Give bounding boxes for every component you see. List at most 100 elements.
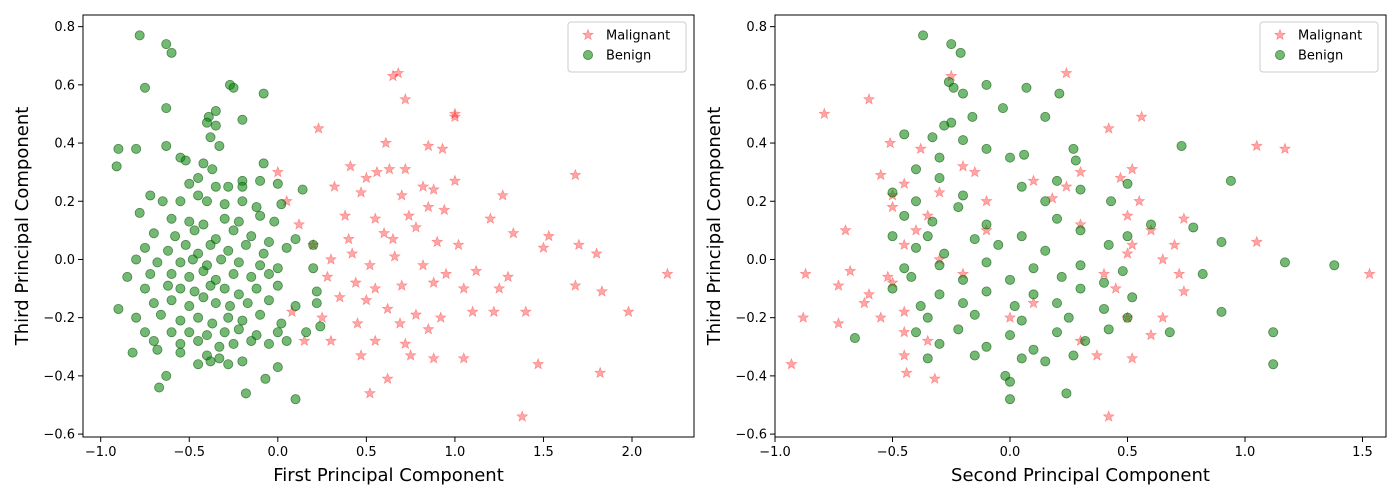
left-malignant-point — [312, 122, 325, 134]
right-y-tick-label: 0.4 — [746, 137, 767, 152]
left-benign-point — [223, 245, 234, 256]
left-malignant-point — [386, 69, 400, 82]
left-benign-point — [228, 82, 239, 93]
left-benign-point — [255, 309, 266, 320]
left-benign-point — [175, 338, 186, 349]
right-benign-point — [887, 231, 898, 242]
right-malignant-point — [1027, 174, 1040, 187]
left-x-axis-label: First Principal Component — [273, 465, 504, 486]
left-benign-point — [290, 394, 301, 405]
left-benign-point — [161, 103, 172, 114]
left-malignant-point — [422, 139, 435, 152]
left-benign-point — [157, 196, 168, 207]
right-benign-point — [1061, 388, 1072, 399]
right-y-tick-label: 0.6 — [746, 78, 767, 93]
right-benign-point — [1127, 292, 1138, 303]
right-benign-point — [1075, 283, 1086, 294]
left-malignant-point — [393, 317, 407, 329]
left-malignant-point — [431, 235, 444, 248]
left-malignant-point — [496, 188, 509, 201]
left-benign-point — [219, 199, 230, 210]
right-benign-point — [1122, 231, 1133, 242]
right-benign-point — [1122, 178, 1133, 189]
left-benign-point — [184, 178, 195, 189]
left-malignant-point — [298, 334, 311, 347]
left-benign-point — [255, 260, 266, 271]
left-benign-point — [255, 210, 266, 221]
left-malignant-point — [593, 366, 607, 379]
left-benign-point — [246, 231, 257, 242]
left-benign-point — [260, 373, 271, 384]
left-benign-point — [127, 347, 138, 358]
left-malignant-point — [516, 410, 529, 422]
left-benign-point — [175, 196, 186, 207]
left-y-tick-label: 0.8 — [54, 20, 75, 35]
left-malignant-point — [569, 168, 582, 181]
right-benign-point — [1268, 359, 1279, 370]
left-malignant-point — [448, 107, 462, 120]
right-benign-point — [927, 132, 938, 143]
left-benign-point — [272, 178, 283, 189]
right-malignant-point — [928, 372, 941, 385]
left-malignant-point — [399, 162, 412, 175]
left-benign-point — [201, 196, 212, 207]
right-malignant-point — [914, 142, 927, 155]
left-benign-point — [187, 254, 198, 265]
right-malignant-point — [832, 279, 845, 291]
right-benign-point — [934, 289, 945, 300]
right-malignant-point — [1097, 267, 1111, 280]
left-benign-point — [166, 47, 177, 58]
left-benign-point — [308, 239, 319, 250]
left-benign-point — [223, 181, 234, 192]
left-benign-point — [233, 289, 244, 300]
left-x-tick-label: 0.5 — [356, 445, 377, 460]
left-benign-point — [148, 335, 159, 346]
right-malignant-point — [1250, 235, 1263, 248]
left-benign-point — [263, 338, 274, 349]
left-benign-point — [263, 269, 274, 280]
left-y-tick-label: 0.0 — [54, 253, 75, 268]
left-malignant-point — [399, 92, 412, 105]
left-benign-point — [219, 213, 230, 224]
right-benign-point — [887, 283, 898, 294]
left-benign-point — [139, 82, 150, 93]
left-benign-point — [223, 312, 234, 323]
left-benign-point — [184, 301, 195, 312]
left-legend-box — [567, 21, 687, 73]
right-benign-point — [948, 82, 959, 93]
right-legend-malignant-marker — [1273, 28, 1287, 41]
right-legend-benign-label: Benign — [1298, 49, 1343, 64]
right-benign-point — [934, 172, 945, 183]
left-benign-point — [170, 231, 181, 242]
left-malignant-point — [569, 279, 582, 291]
left-benign-point — [145, 190, 156, 201]
left-benign-point — [233, 257, 244, 268]
right-benign-point — [953, 202, 964, 213]
right-legend-malignant-symbol — [1273, 28, 1287, 41]
left-benign-point — [223, 359, 234, 370]
left-benign-point — [205, 356, 216, 367]
right-malignant-point — [799, 267, 812, 280]
left-benign-point — [152, 257, 163, 268]
right-malignant-point — [921, 209, 934, 222]
left-malignant-point — [324, 253, 338, 265]
right-malignant-point — [898, 325, 911, 338]
right-malignant-point — [1133, 194, 1146, 207]
right-benign-point — [1019, 149, 1030, 160]
left-benign-point — [237, 315, 248, 326]
right-benign-point — [1099, 277, 1110, 288]
left-benign-point — [193, 190, 204, 201]
right-x-tick-label: 0.5 — [1117, 445, 1138, 460]
left-legend-malignant-label: Malignant — [606, 29, 670, 44]
left-benign-point — [214, 140, 225, 151]
left-benign-point — [263, 295, 274, 306]
left-benign-point — [272, 280, 283, 291]
right-benign-point — [1216, 306, 1227, 317]
right-malignant-point — [818, 107, 831, 120]
right-malignant-point — [1060, 180, 1073, 192]
left-benign-point — [175, 315, 186, 326]
right-malignant-point — [1135, 110, 1148, 123]
left-benign-point — [308, 263, 319, 274]
left-benign-point — [205, 132, 216, 143]
right-benign-point — [1005, 330, 1016, 341]
